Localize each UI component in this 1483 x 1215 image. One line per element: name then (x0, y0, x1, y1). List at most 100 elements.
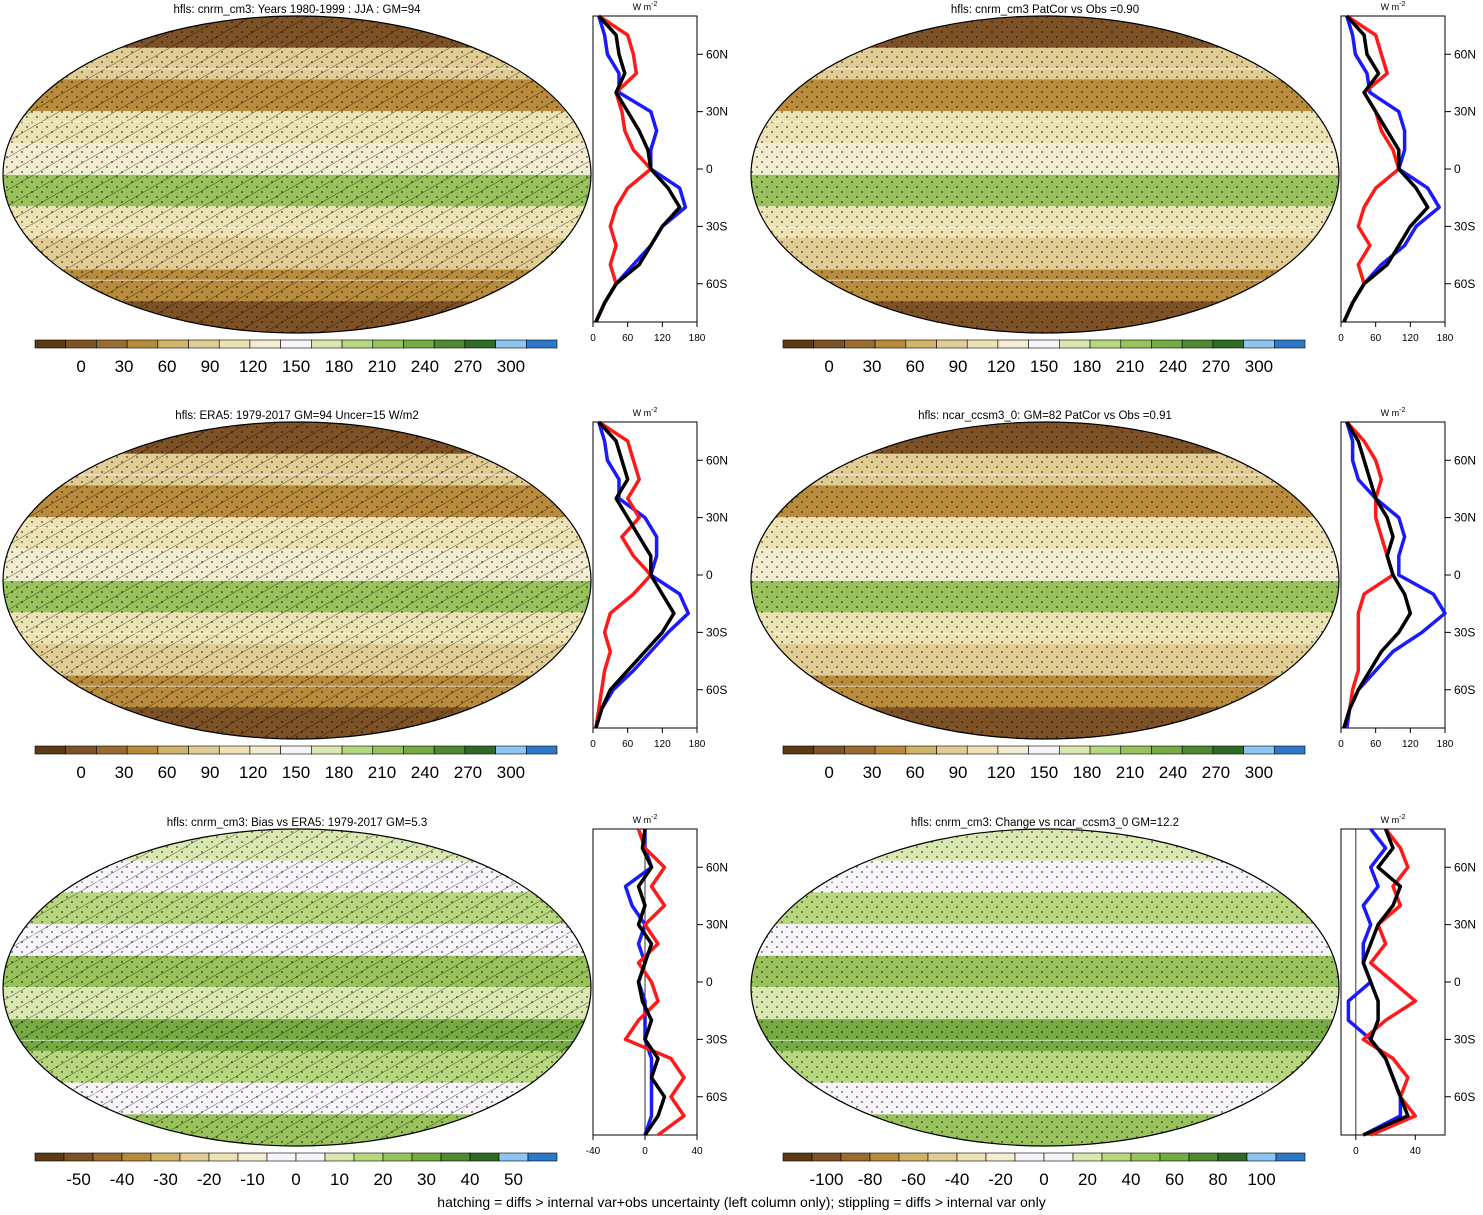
colorbar-box (34, 745, 67, 755)
colorbar-tick-label: -10 (240, 1170, 265, 1189)
colorbar-box (869, 1152, 900, 1162)
x-tick-label: 60 (1370, 739, 1382, 750)
units-label: W m-2 (633, 1, 658, 12)
colorbar-box (956, 1152, 987, 1162)
colorbar-box (1059, 745, 1091, 755)
colorbar-box (1151, 745, 1183, 755)
colorbar-box (527, 1152, 558, 1162)
colorbar-tick-label: 0 (291, 1170, 300, 1189)
lat-tick-label: 0 (1454, 162, 1461, 176)
lat-tick-label: 30S (1454, 625, 1475, 639)
colorbar-box (403, 745, 435, 755)
colorbar-box (353, 1152, 384, 1162)
x-tick-label: 60 (622, 739, 634, 750)
colorbar-tick-label: 270 (454, 357, 482, 376)
colorbar-box (34, 339, 67, 349)
colorbar-tick-label: 30 (115, 357, 134, 376)
colorbar-tick-label: 120 (987, 357, 1015, 376)
colorbar-box (440, 1152, 471, 1162)
colorbar-tick-label: 20 (374, 1170, 393, 1189)
colorbar-box (966, 745, 999, 755)
colorbar-box (495, 339, 527, 349)
lat-tick-label: 30N (1454, 918, 1476, 932)
map-field (751, 829, 1339, 1146)
units-exponent: -2 (651, 1, 657, 8)
colorbar-tick-label: 60 (158, 357, 177, 376)
colorbar-tick-label: 240 (1159, 357, 1187, 376)
colorbar-box (874, 339, 907, 349)
zonal-profile: W m-2 60N 30N 0 30S 60S 0 60 120 180 (590, 407, 728, 750)
colorbar-box (997, 745, 1029, 755)
x-tick-label: 40 (691, 1146, 703, 1157)
colorbar-tick-label: 150 (282, 763, 310, 782)
map-outline (2, 421, 592, 740)
colorbar-tick-label: -30 (153, 1170, 178, 1189)
colorbar-box (1181, 745, 1214, 755)
colorbar-box (844, 745, 876, 755)
colorbar-box (936, 745, 968, 755)
colorbar-tick-label: 300 (1245, 763, 1273, 782)
panel-title: hfls: ERA5: 1979-2017 GM=94 Uncer=15 W/m… (175, 410, 419, 422)
map-outline (750, 421, 1340, 740)
colorbar-tick-label: 300 (497, 763, 525, 782)
x-tick-label: 120 (654, 739, 671, 750)
colorbar-box (1101, 1152, 1132, 1162)
colorbar-box (295, 1152, 326, 1162)
colorbar-tick-label: 180 (1073, 357, 1101, 376)
colorbar-tick-label: -40 (110, 1170, 135, 1189)
colorbar-box (121, 1152, 152, 1162)
zonal-profile: W m-2 60N 30N 0 30S 60S 0 60 120 180 (590, 1, 728, 344)
colorbar-tick-label: 270 (454, 763, 482, 782)
colorbar-box (96, 339, 128, 349)
panel-title: hfls: ncar_ccsm3_0: GM=82 PatCor vs Obs … (918, 410, 1172, 422)
colorbar-box (65, 339, 97, 349)
colorbar-box (1273, 339, 1306, 349)
colorbar-box (1014, 1152, 1045, 1162)
colorbar-tick-label: 210 (1116, 763, 1144, 782)
colorbar-box (179, 1152, 210, 1162)
colorbar-box (208, 1152, 239, 1162)
x-tick-label: 180 (689, 333, 706, 344)
colorbar-box (63, 1152, 94, 1162)
colorbar-box (905, 745, 937, 755)
lat-tick-label: 30N (1454, 105, 1476, 119)
colorbar-tick-label: 240 (1159, 763, 1187, 782)
colorbar-tick-label: 210 (368, 357, 396, 376)
colorbar-box (905, 339, 937, 349)
colorbar-box (92, 1152, 123, 1162)
colorbar-box (218, 339, 251, 349)
colorbar-tick-label: 270 (1202, 763, 1230, 782)
x-tick-label: 120 (1402, 739, 1419, 750)
profile-line-model (1342, 14, 1430, 323)
colorbar-box (1059, 339, 1091, 349)
colorbar-box (1212, 745, 1244, 755)
colorbar-box (433, 745, 466, 755)
colorbar-box (1089, 745, 1122, 755)
x-tick-label: 180 (1437, 739, 1454, 750)
colorbar-box (403, 339, 435, 349)
panel-4: hfls: ncar_ccsm3_0: GM=82 PatCor vs Obs … (750, 407, 1476, 782)
lat-tick-label: 60S (1454, 277, 1475, 291)
x-tick-label: 60 (622, 333, 634, 344)
profile-line-model (594, 14, 682, 323)
profile-line-model (1342, 421, 1413, 729)
panel-title: hfls: cnrm_cm3: Change vs ncar_ccsm3_0 G… (911, 817, 1179, 829)
units-exponent: -2 (651, 407, 657, 414)
colorbar-box (126, 339, 159, 349)
lat-tick-label: 60S (706, 683, 727, 697)
colorbar-box (844, 339, 876, 349)
x-tick-label: 120 (1402, 333, 1419, 344)
colorbar-box (811, 1152, 842, 1162)
units-label: W m-2 (1381, 814, 1406, 825)
map-field (751, 422, 1339, 739)
colorbar-box (372, 745, 404, 755)
map-field (751, 16, 1339, 333)
colorbar-tick-label: -60 (901, 1170, 926, 1189)
lat-tick-label: 30S (706, 1032, 727, 1046)
colorbar-tick-label: 50 (504, 1170, 523, 1189)
lat-tick-label: 30S (706, 219, 727, 233)
lat-tick-label: 60N (1454, 47, 1476, 61)
colorbar-box (1273, 745, 1306, 755)
colorbar-tick-label: -100 (809, 1170, 843, 1189)
colorbar-box (96, 745, 128, 755)
